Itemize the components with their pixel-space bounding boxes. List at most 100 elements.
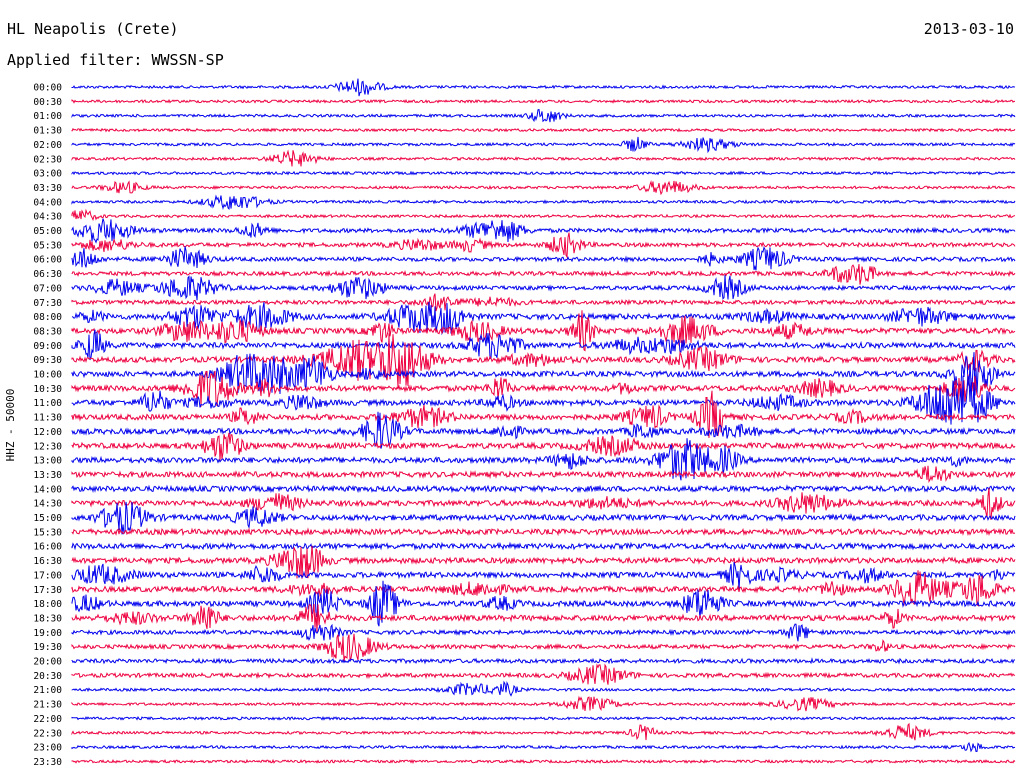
row-time-label: 23:30 (33, 757, 62, 768)
row-time-label: 14:00 (33, 484, 62, 495)
row-time-label: 16:30 (33, 556, 62, 567)
trace-line (71, 293, 1016, 312)
trace-line (71, 333, 1016, 388)
row-time-label: 04:00 (33, 197, 62, 208)
row-time-label: 00:00 (33, 83, 62, 94)
trace-line (71, 301, 1016, 336)
trace-line (71, 432, 1016, 461)
row-time-label: 06:00 (33, 255, 62, 266)
row-time-label: 01:00 (33, 111, 62, 122)
row-time-label: 13:00 (33, 456, 62, 467)
trace-line (71, 329, 1016, 361)
trace-line (71, 218, 1016, 244)
row-time-label: 21:30 (33, 700, 62, 711)
trace-line (71, 722, 1016, 741)
row-time-label: 05:00 (33, 226, 62, 237)
row-time-label: 09:30 (33, 355, 62, 366)
trace-line (71, 657, 1016, 665)
trace-line (71, 180, 1016, 196)
trace-line (71, 758, 1016, 764)
trace-line (71, 633, 1016, 662)
row-time-label: 01:30 (33, 126, 62, 137)
row-time-label: 02:00 (33, 140, 62, 151)
row-time-label: 11:30 (33, 413, 62, 424)
trace-line (71, 136, 1016, 154)
date-label: 2013-03-10 (923, 20, 1014, 38)
row-time-label: 12:00 (33, 427, 62, 438)
trace-line (71, 715, 1016, 721)
row-time-label: 23:00 (33, 743, 62, 754)
row-time-label: 08:00 (33, 312, 62, 323)
row-time-label: 11:00 (33, 398, 62, 409)
row-time-label: 19:00 (33, 628, 62, 639)
row-time-label: 16:00 (33, 542, 62, 553)
trace-line (71, 108, 1016, 123)
row-time-label: 13:30 (33, 470, 62, 481)
row-time-label: 18:00 (33, 599, 62, 610)
trace-line (71, 438, 1016, 481)
trace-line (71, 390, 1015, 438)
trace-line (71, 741, 1016, 753)
row-time-label: 22:30 (33, 728, 62, 739)
trace-line (71, 264, 1016, 285)
row-time-label: 22:00 (33, 714, 62, 725)
row-time-label: 21:00 (33, 685, 62, 696)
trace-line (71, 274, 1016, 301)
row-time-label: 19:30 (33, 642, 62, 653)
row-time-label: 20:00 (33, 657, 62, 668)
row-time-label: 12:30 (33, 441, 62, 452)
row-time-label: 17:30 (33, 585, 62, 596)
trace-line (71, 98, 1016, 104)
row-time-label: 20:30 (33, 671, 62, 682)
trace-line (71, 695, 1016, 712)
row-time-label: 09:00 (33, 341, 62, 352)
trace-line (71, 375, 1016, 425)
trace-line (71, 127, 1016, 133)
trace-line (71, 170, 1016, 176)
trace-line (71, 208, 1016, 222)
trace-line (71, 603, 1016, 632)
row-time-label: 08:30 (33, 326, 62, 337)
row-time-label: 14:30 (33, 499, 62, 510)
trace-line (71, 663, 1015, 685)
trace-line (71, 501, 1016, 535)
row-time-label: 10:30 (33, 384, 62, 395)
trace-line (71, 541, 1016, 551)
trace-line (71, 149, 1016, 167)
trace-line (71, 194, 1016, 211)
row-time-label: 15:00 (33, 513, 62, 524)
row-time-label: 03:00 (33, 169, 62, 180)
row-time-label: 18:30 (33, 613, 62, 624)
row-time-label: 07:30 (33, 298, 62, 309)
trace-line (71, 484, 1016, 494)
trace-line (71, 487, 1016, 520)
row-time-label: 15:30 (33, 527, 62, 538)
row-time-label: 05:30 (33, 240, 62, 251)
trace-line (71, 411, 1016, 449)
row-time-label: 07:00 (33, 283, 62, 294)
trace-line (71, 352, 1016, 396)
row-time-label: 00:30 (33, 97, 62, 108)
row-time-label: 04:30 (33, 212, 62, 223)
trace-line (71, 680, 1016, 697)
trace-line (71, 465, 1016, 483)
trace-line (71, 78, 1016, 97)
trace-line (71, 370, 1016, 407)
trace-line (71, 570, 1016, 607)
station-title: HL Neapolis (Crete) (7, 20, 179, 38)
trace-line (71, 527, 1016, 537)
trace-line (71, 232, 1016, 259)
trace-line (71, 246, 1016, 271)
row-time-label: 06:30 (33, 269, 62, 280)
trace-line (71, 562, 1016, 591)
row-time-label: 10:00 (33, 370, 62, 381)
trace-line (71, 310, 1016, 352)
trace-line (71, 623, 1016, 642)
trace-line (71, 545, 1016, 579)
row-time-label: 03:30 (33, 183, 62, 194)
row-time-label: 17:00 (33, 570, 62, 581)
trace-line (71, 580, 1016, 627)
row-time-label: 02:30 (33, 154, 62, 165)
filter-label: Applied filter: WWSSN-SP (7, 51, 224, 69)
